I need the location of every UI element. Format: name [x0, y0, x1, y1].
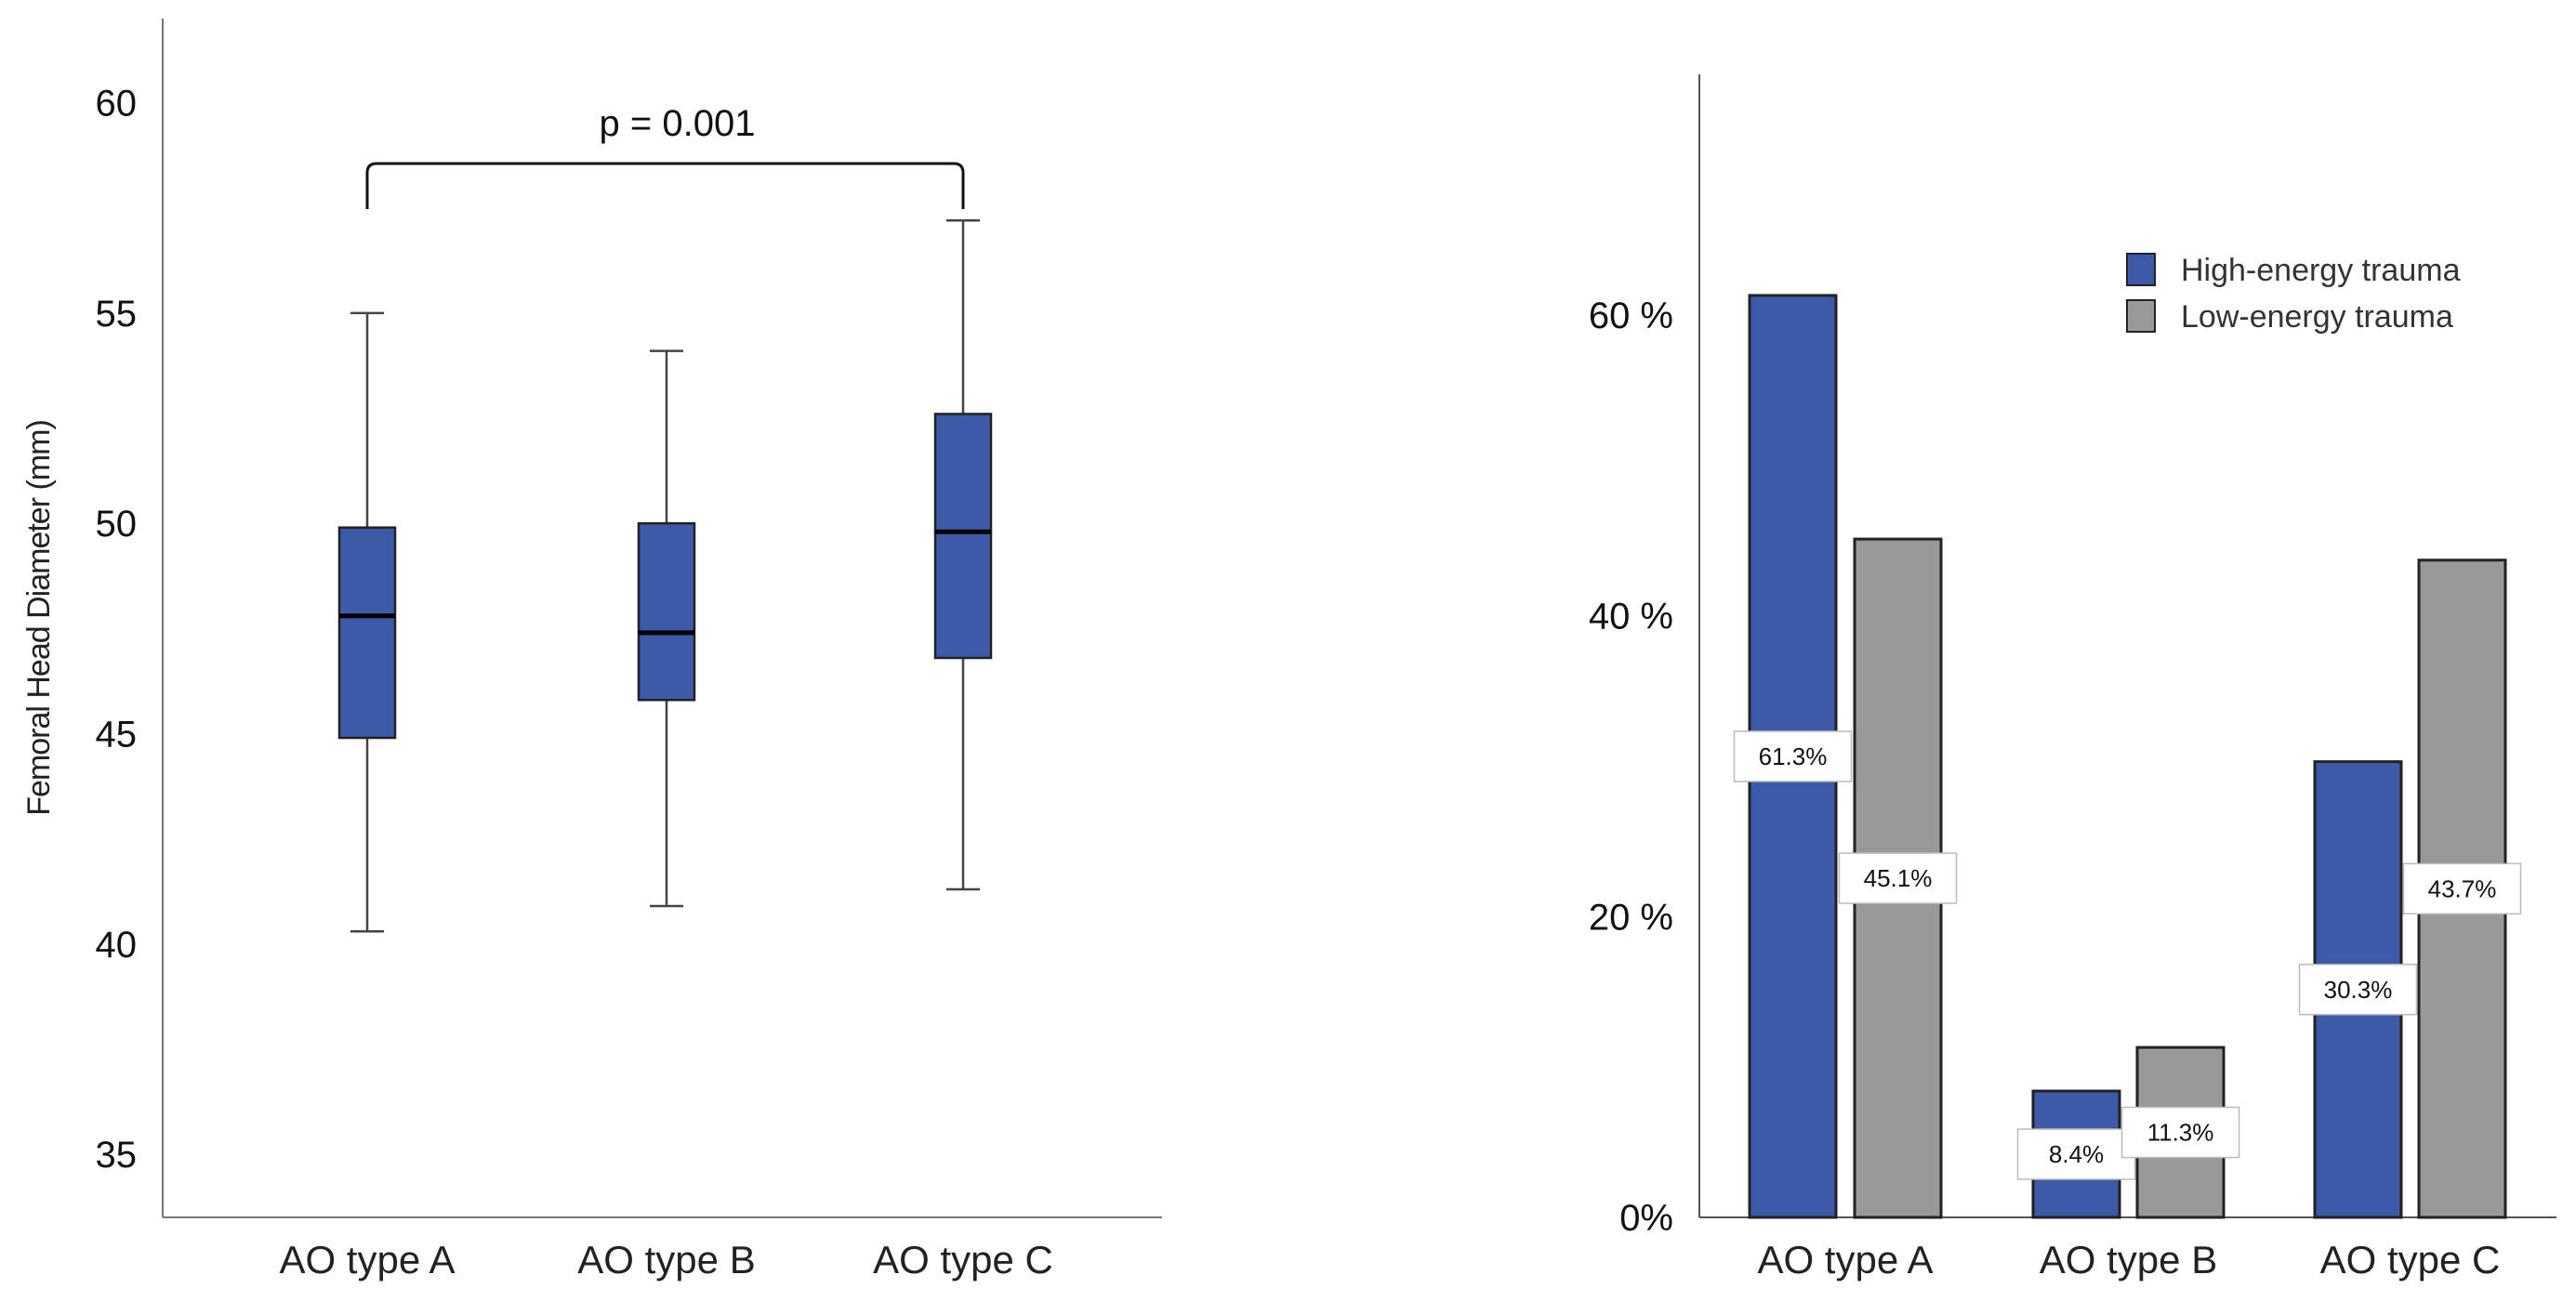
- boxplot-panel: 35 40 45 50 55 60 Femoral Head Diameter (mm) AO…: [21, 19, 1162, 1281]
- y-tick-label: 35: [96, 1135, 138, 1176]
- y-axis-title: Femoral Head Diameter (mm): [21, 420, 57, 816]
- bar-chart-panel: 0% 20 % 40 % 60 % 61.3% 8.4% 30.3% 45.1% 11.3% 43…: [1589, 74, 2556, 1281]
- y-tick-label: 40 %: [1589, 597, 1673, 637]
- legend-label: High-energy trauma: [2181, 253, 2461, 288]
- y-tick-label: 60 %: [1589, 296, 1673, 336]
- y-tick-label: 0%: [1619, 1198, 1673, 1239]
- data-label-box: [2120, 1106, 2240, 1159]
- legend-swatch-high-energy: [2126, 253, 2156, 286]
- y-tick-label: 55: [96, 294, 138, 335]
- box-iqr: [337, 526, 397, 740]
- data-label-box: [2016, 1128, 2136, 1180]
- significance-bracket: [365, 162, 965, 209]
- box-iqr: [933, 413, 993, 660]
- x-category-label: AO type C: [2320, 1238, 2501, 1281]
- data-label-box: [1733, 730, 1853, 782]
- data-label-box: [2298, 964, 2418, 1016]
- y-tick-label: 50: [96, 504, 138, 545]
- data-label-box: [1838, 852, 1958, 904]
- p-value-annotation: p = 0.001: [600, 103, 756, 144]
- y-tick-label: 60: [96, 84, 138, 125]
- x-category-label: AO type C: [873, 1238, 1053, 1281]
- box-iqr: [637, 521, 696, 702]
- y-tick-label: 20 %: [1589, 897, 1673, 938]
- data-label: 43.7%: [2428, 874, 2497, 902]
- data-label: 45.1%: [1864, 864, 1933, 892]
- x-category-label: AO type B: [2040, 1238, 2217, 1281]
- data-label: 11.3%: [2147, 1119, 2214, 1147]
- legend-label: Low-energy trauma: [2181, 299, 2453, 335]
- legend-swatch-low-energy: [2126, 299, 2156, 333]
- y-tick-label: 40: [96, 925, 138, 966]
- x-category-label: AO type A: [1757, 1238, 1933, 1281]
- data-label: 61.3%: [1759, 742, 1828, 770]
- y-tick-label: 45: [96, 714, 138, 755]
- x-category-label: AO type B: [577, 1238, 755, 1281]
- data-label: 8.4%: [2049, 1140, 2104, 1168]
- x-category-label: AO type A: [279, 1238, 455, 1281]
- data-label-box: [2402, 862, 2522, 915]
- data-label: 30.3%: [2324, 976, 2393, 1004]
